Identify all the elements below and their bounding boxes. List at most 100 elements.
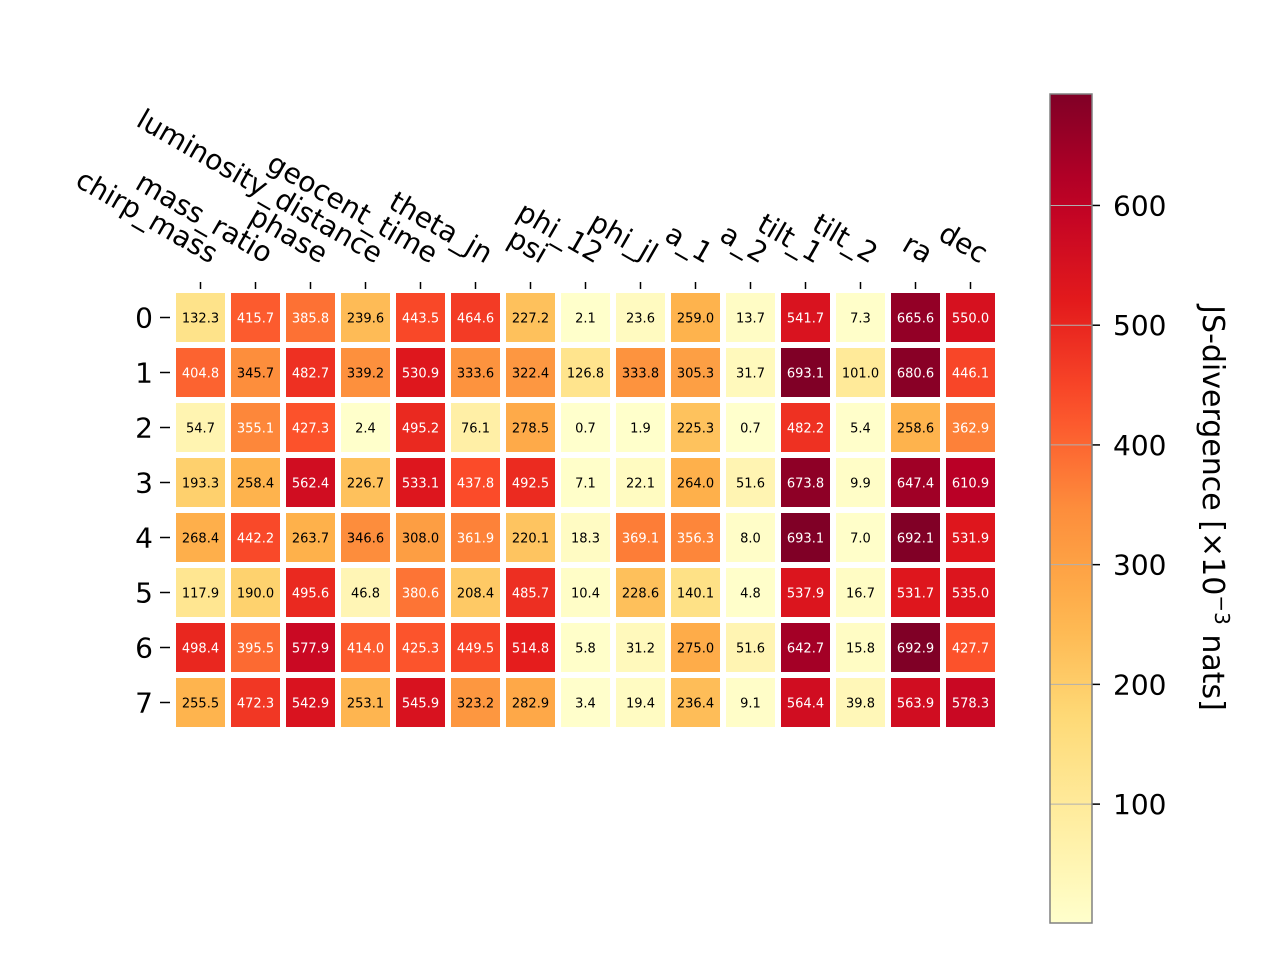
heatmap-cell: 258.6: [891, 403, 940, 452]
colorbar-tick-label: 100: [1113, 788, 1166, 821]
heatmap-cell: 472.3: [231, 678, 280, 727]
cell-rect: [561, 623, 610, 672]
colorbar: 100 200 300 400 500 600 JS-divergence [×10−3 n…: [1049, 93, 1234, 924]
cell-rect: [836, 678, 885, 727]
cell-value-label: 7.0: [850, 532, 871, 547]
cell-value-label: 19.4: [626, 697, 655, 712]
heatmap-cell: 692.1: [891, 513, 940, 562]
cell-value-label: 495.2: [402, 422, 439, 437]
cell-value-label: 345.7: [237, 367, 274, 382]
cell-value-label: 537.9: [787, 587, 824, 602]
cell-value-label: 369.1: [622, 532, 659, 547]
heatmap-cell: 404.8: [176, 348, 225, 397]
heatmap-cell: 323.2: [451, 678, 500, 727]
heatmap-cell: 693.1: [781, 513, 830, 562]
heatmap-cell: 485.7: [506, 568, 555, 617]
cell-value-label: 282.9: [512, 697, 549, 712]
heatmap-cell: 13.7: [726, 293, 775, 342]
colorbar-tick-label: 300: [1113, 549, 1166, 582]
cell-rect: [506, 513, 555, 562]
cell-rect: [891, 403, 940, 452]
cell-value-label: 385.8: [292, 312, 329, 327]
heatmap-cell: 362.9: [946, 403, 995, 452]
heatmap-cell: 8.0: [726, 513, 775, 562]
heatmap-cell: 225.3: [671, 403, 720, 452]
cell-rect: [451, 678, 500, 727]
cell-rect: [506, 293, 555, 342]
cell-value-label: 51.6: [736, 642, 765, 657]
cell-rect: [726, 458, 775, 507]
heatmap-cell: 76.1: [451, 403, 500, 452]
cell-value-label: 31.2: [626, 642, 655, 657]
heatmap-cell: 23.6: [616, 293, 665, 342]
heatmap-cell: 259.0: [671, 293, 720, 342]
heatmap-cell: 642.7: [781, 623, 830, 672]
cell-value-label: 464.6: [457, 312, 494, 327]
cell-rect: [176, 348, 225, 397]
cell-rect: [396, 513, 445, 562]
cell-value-label: 132.3: [182, 312, 219, 327]
cell-value-label: 443.5: [402, 312, 439, 327]
colorbar-tick-label: 500: [1113, 309, 1166, 342]
heatmap-cell: 2.1: [561, 293, 610, 342]
cell-value-label: 472.3: [237, 697, 274, 712]
cell-rect: [946, 623, 995, 672]
cell-value-label: 427.7: [952, 642, 989, 657]
colorbar-tick-label: 400: [1113, 429, 1166, 462]
cell-value-label: 18.3: [571, 532, 600, 547]
heatmap-cell: 140.1: [671, 568, 720, 617]
cell-value-label: 541.7: [787, 312, 824, 327]
cell-rect: [286, 568, 335, 617]
cell-rect: [231, 293, 280, 342]
cell-rect: [781, 513, 830, 562]
cell-value-label: 564.4: [787, 697, 824, 712]
cell-value-label: 380.6: [402, 587, 439, 602]
cell-rect: [451, 348, 500, 397]
heatmap-cell: 531.7: [891, 568, 940, 617]
heatmap-cell: 427.3: [286, 403, 335, 452]
cell-rect: [396, 348, 445, 397]
cell-rect: [671, 403, 720, 452]
cell-value-label: 395.5: [237, 642, 274, 657]
cell-value-label: 5.4: [850, 422, 871, 437]
cell-value-label: 228.6: [622, 587, 659, 602]
cell-rect: [616, 678, 665, 727]
cell-rect: [231, 458, 280, 507]
cell-value-label: 1.9: [630, 422, 651, 437]
cell-value-label: 7.3: [850, 312, 871, 327]
cell-value-label: 446.1: [952, 367, 989, 382]
cell-rect: [616, 623, 665, 672]
cell-value-label: 545.9: [402, 697, 439, 712]
cell-value-label: 322.4: [512, 367, 549, 382]
cell-value-label: 333.6: [457, 367, 494, 382]
cell-rect: [451, 623, 500, 672]
heatmap-cell: 22.1: [616, 458, 665, 507]
cell-rect: [726, 348, 775, 397]
heatmap-cell: 7.0: [836, 513, 885, 562]
cell-value-label: 278.5: [512, 422, 549, 437]
heatmap-cell: 425.3: [396, 623, 445, 672]
heatmap-cell: 665.6: [891, 293, 940, 342]
heatmap-cell: 535.0: [946, 568, 995, 617]
cell-rect: [506, 458, 555, 507]
cell-value-label: 550.0: [952, 312, 989, 327]
cell-value-label: 693.1: [787, 532, 824, 547]
cell-rect: [946, 568, 995, 617]
cell-rect: [781, 293, 830, 342]
cell-rect: [781, 623, 830, 672]
cell-value-label: 46.8: [351, 587, 380, 602]
cell-rect: [946, 513, 995, 562]
heatmap-cell: 226.7: [341, 458, 390, 507]
heatmap-cell: 46.8: [341, 568, 390, 617]
cell-rect: [891, 513, 940, 562]
cell-rect: [231, 623, 280, 672]
cell-value-label: 54.7: [186, 422, 215, 437]
cell-value-label: 578.3: [952, 697, 989, 712]
cell-value-label: 0.7: [740, 422, 761, 437]
cell-value-label: 339.2: [347, 367, 384, 382]
cell-value-label: 361.9: [457, 532, 494, 547]
cell-rect: [561, 403, 610, 452]
row-label: 2: [135, 412, 153, 445]
cell-rect: [231, 348, 280, 397]
